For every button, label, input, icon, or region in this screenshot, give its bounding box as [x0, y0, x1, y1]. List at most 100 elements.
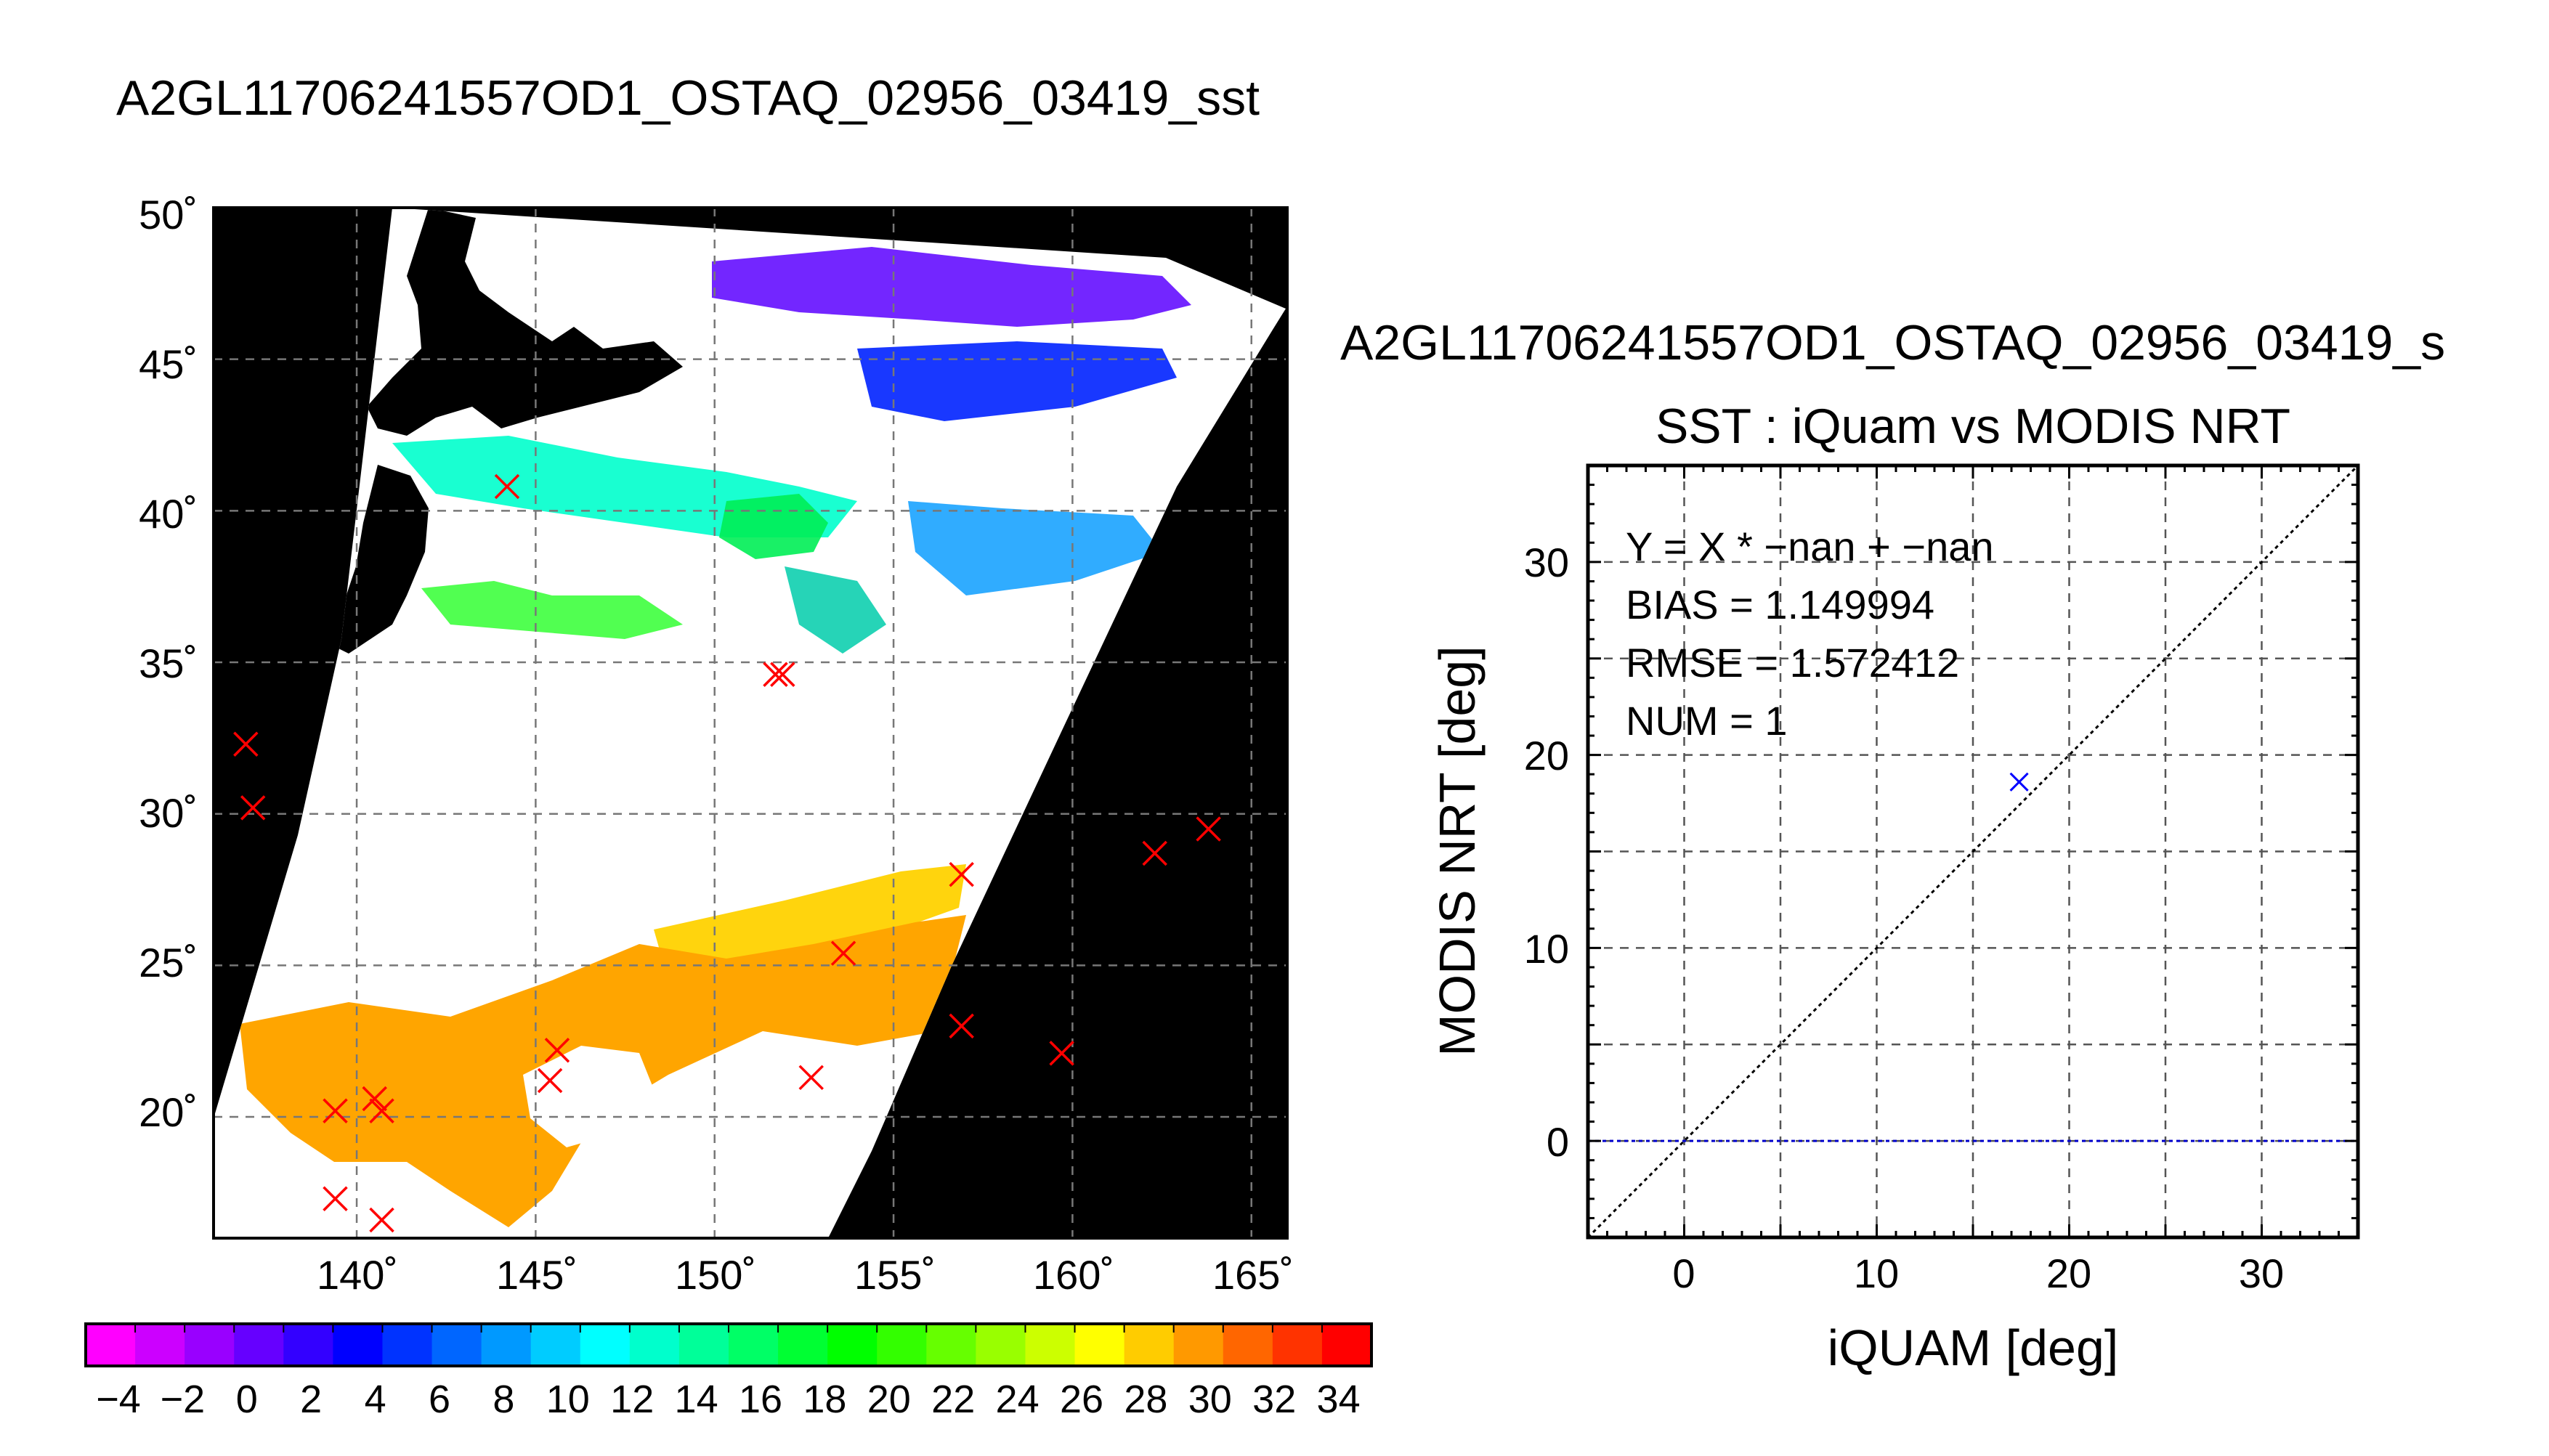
colorbar-tick-label: 6 — [429, 1378, 450, 1421]
y-tick: 10 — [1524, 926, 1569, 972]
identity-line — [1588, 465, 2358, 1237]
colorbar-swatch — [629, 1324, 680, 1366]
colorbar-swatch — [431, 1324, 482, 1366]
colorbar-swatch — [333, 1324, 383, 1366]
colorbar-swatch — [86, 1324, 136, 1366]
iquam-marker — [369, 1098, 394, 1123]
map-frame-border — [212, 206, 1289, 1240]
lat-tick: 20˚ — [139, 1089, 198, 1135]
scatter-point — [2009, 772, 2029, 792]
colorbar-swatch — [778, 1324, 828, 1366]
colorbar-tick-label: 2 — [300, 1378, 322, 1421]
colorbar-swatch — [877, 1324, 927, 1366]
colorbar-tick-label: 34 — [1317, 1378, 1361, 1421]
stat-num: NUM = 1 — [1626, 698, 1788, 744]
lat-tick: 35˚ — [139, 640, 198, 686]
iquam-marker — [949, 1013, 974, 1039]
sst-band-blue — [857, 341, 1177, 421]
lon-tick: 140˚ — [317, 1252, 398, 1298]
colorbar-tick-label: 0 — [236, 1378, 258, 1421]
y-axis-label: MODIS NRT [deg] — [1429, 646, 1486, 1056]
sst-band-green-south — [421, 581, 683, 639]
colorbar-swatch — [729, 1324, 779, 1366]
lat-tick: 50˚ — [139, 192, 198, 237]
colorbar-tick-label: −2 — [161, 1378, 206, 1421]
colorbar-swatch — [481, 1324, 532, 1366]
reference-lines — [1588, 465, 2358, 1237]
map-grid — [214, 208, 1287, 1238]
colorbar-tick-label: 24 — [996, 1378, 1040, 1421]
land-honshu — [334, 465, 429, 654]
colorbar-labels: −4 −2 0 2 4 6 8 10 12 14 16 18 20 22 24 26 28 30 32 34 — [96, 1378, 1360, 1421]
colorbar-tick-label: −4 — [96, 1378, 141, 1421]
y-tick: 0 — [1547, 1119, 1569, 1165]
stat-bias: BIAS = 1.149994 — [1626, 582, 1934, 627]
scatter-y-ticks: 0 10 20 30 — [1524, 540, 1569, 1165]
x-tick: 10 — [1854, 1250, 1899, 1296]
colorbar-swatch — [1173, 1324, 1224, 1366]
colorbar-swatch — [976, 1324, 1026, 1366]
scatter-stats: Y = X * −nan + −nan BIAS = 1.149994 RMSE… — [1626, 524, 1994, 744]
map-title: A2GL11706241557OD1_OSTAQ_02956_03419_sst — [116, 70, 1260, 126]
colorbar-tick-label: 18 — [803, 1378, 846, 1421]
lat-axis: 50˚ 45˚ 40˚ 35˚ 30˚ 25˚ 20˚ — [139, 192, 198, 1135]
colorbar-tick-label: 26 — [1060, 1378, 1103, 1421]
sst-field — [240, 208, 1191, 1227]
colorbar-swatch — [580, 1324, 631, 1366]
y-tick: 20 — [1524, 733, 1569, 778]
lon-tick: 150˚ — [675, 1252, 756, 1298]
iquam-marker — [949, 861, 974, 887]
colorbar-swatch — [530, 1324, 581, 1366]
colorbar-tick-label: 14 — [675, 1378, 718, 1421]
stat-fit: Y = X * −nan + −nan — [1626, 524, 1994, 569]
iquam-marker — [830, 940, 856, 966]
colorbar-swatch — [234, 1324, 284, 1366]
iquam-marker — [1196, 816, 1221, 842]
land-hokkaido — [367, 208, 683, 436]
colorbar-tick-label: 8 — [493, 1378, 514, 1421]
lat-tick: 30˚ — [139, 790, 198, 836]
iquam-marker — [798, 1065, 824, 1091]
colorbar-tick-label: 20 — [867, 1378, 911, 1421]
scatter-subtitle: SST : iQuam vs MODIS NRT — [1656, 399, 2290, 454]
sst-band-teal — [785, 566, 886, 654]
iquam-marker — [770, 662, 795, 687]
iquam-marker — [494, 473, 520, 500]
colorbar-swatch — [185, 1324, 235, 1366]
iquam-marker — [323, 1186, 348, 1211]
x-axis-label: iQUAM [deg] — [1828, 1319, 2119, 1376]
colorbar-swatch — [926, 1324, 976, 1366]
colorbar-swatch — [678, 1324, 729, 1366]
colorbar-swatch — [1124, 1324, 1175, 1366]
x-tick: 30 — [2239, 1250, 2284, 1296]
colorbar-tick-label: 16 — [739, 1378, 782, 1421]
iquam-marker — [763, 662, 788, 687]
stat-rmse: RMSE = 1.572412 — [1626, 640, 1959, 686]
lat-tick: 40˚ — [139, 491, 198, 537]
x-tick: 20 — [2046, 1250, 2091, 1296]
x-tick: 0 — [1672, 1250, 1695, 1296]
scatter-title: A2GL11706241557OD1_OSTAQ_02956_03419_s — [1340, 315, 2445, 370]
colorbar-tick-label: 22 — [931, 1378, 975, 1421]
colorbar-swatch — [1272, 1324, 1323, 1366]
colorbar-swatch — [135, 1324, 185, 1366]
sst-swirl — [523, 1046, 654, 1147]
scatter-points — [2009, 772, 2029, 792]
sst-band-north — [712, 247, 1191, 327]
colorbar-swatch — [1074, 1324, 1125, 1366]
y-tick: 30 — [1524, 540, 1569, 585]
lat-tick: 45˚ — [139, 341, 198, 387]
colorbar-swatch — [1025, 1324, 1076, 1366]
scatter-frame — [1586, 463, 2360, 1240]
sst-band-lightblue — [908, 501, 1162, 595]
lat-tick: 25˚ — [139, 940, 198, 985]
colorbar-tick-label: 12 — [610, 1378, 654, 1421]
iquam-marker — [544, 1038, 570, 1063]
iquam-marker — [240, 795, 266, 821]
lon-tick: 165˚ — [1212, 1252, 1294, 1298]
scatter-plot-area — [1586, 463, 2360, 1240]
colorbar-tick-label: 4 — [365, 1378, 386, 1421]
colorbar-border — [84, 1322, 1373, 1367]
